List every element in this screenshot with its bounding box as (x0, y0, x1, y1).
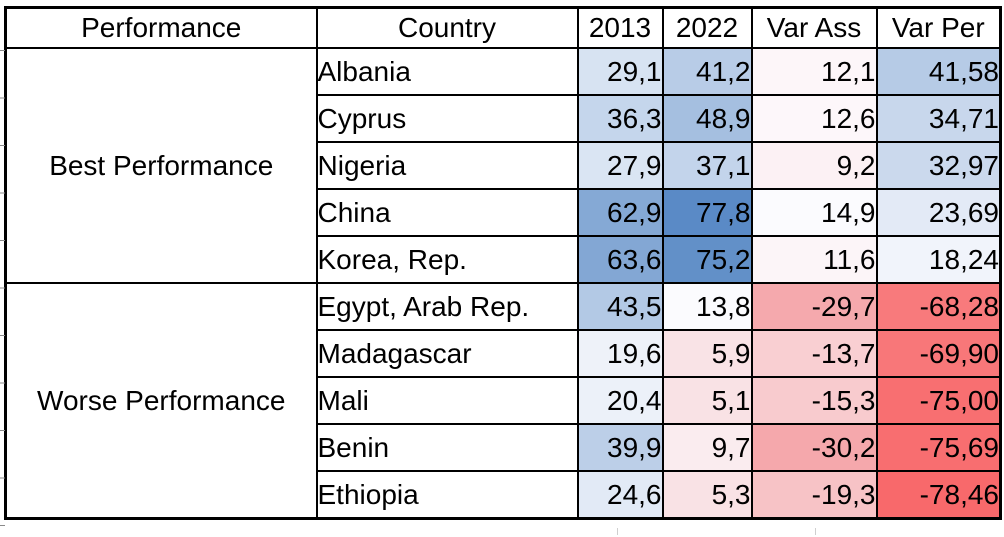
value-cell-var-per[interactable]: -69,90 (875, 329, 1002, 378)
value-cell-var-ass[interactable]: -15,3 (750, 376, 878, 425)
table-row: Benin 39,9 9,7 -30,2 -75,69 (6, 423, 1002, 472)
value-cell-var-ass[interactable]: 14,9 (750, 188, 878, 237)
value-cell-2013[interactable]: 19,6 (576, 329, 664, 378)
table-row: Ethiopia 24,6 5,3 -19,3 -78,46 (6, 470, 1002, 520)
value-cell-2013[interactable]: 24,6 (576, 470, 664, 520)
value-cell-var-ass[interactable]: 12,6 (750, 94, 878, 143)
gridline-stub-bottom (815, 528, 816, 535)
value-cell-2022[interactable]: 5,3 (661, 470, 753, 520)
table-row: China 62,9 77,8 14,9 23,69 (6, 188, 1002, 237)
value-cell-2013[interactable]: 62,9 (576, 188, 664, 237)
value-cell-2013[interactable]: 43,5 (576, 282, 664, 331)
performance-table: Performance Country 2013 2022 Var Ass Va… (4, 6, 1002, 520)
column-header-var-per[interactable]: Var Per (875, 6, 1002, 49)
value-cell-var-ass[interactable]: -30,2 (750, 423, 878, 472)
table-row: Madagascar 19,6 5,9 -13,7 -69,90 (6, 329, 1002, 378)
value-cell-2013[interactable]: 27,9 (576, 141, 664, 190)
table-row: Nigeria 27,9 37,1 9,2 32,97 (6, 141, 1002, 190)
value-cell-2022[interactable]: 37,1 (661, 141, 753, 190)
value-cell-var-ass[interactable]: 12,1 (750, 47, 878, 96)
country-cell[interactable]: Ethiopia (315, 470, 579, 520)
value-cell-var-ass[interactable]: -29,7 (750, 282, 878, 331)
value-cell-2022[interactable]: 48,9 (661, 94, 753, 143)
value-cell-2013[interactable]: 39,9 (576, 423, 664, 472)
value-cell-var-per[interactable]: 23,69 (875, 188, 1002, 237)
country-cell[interactable]: Mali (315, 376, 579, 425)
value-cell-2022[interactable]: 41,2 (661, 47, 753, 96)
column-header-2022[interactable]: 2022 (661, 6, 753, 49)
country-cell[interactable]: Albania (315, 47, 579, 96)
column-header-performance[interactable]: Performance (4, 6, 318, 49)
country-cell[interactable]: Nigeria (315, 141, 579, 190)
group-cell-best-performance[interactable]: Best Performance (4, 47, 318, 284)
country-cell[interactable]: Madagascar (315, 329, 579, 378)
value-cell-2022[interactable]: 5,9 (661, 329, 753, 378)
country-cell[interactable]: Benin (315, 423, 579, 472)
value-cell-2022[interactable]: 75,2 (661, 235, 753, 284)
value-cell-2013[interactable]: 36,3 (576, 94, 664, 143)
table-row: Mali 20,4 5,1 -15,3 -75,00 (6, 376, 1002, 425)
value-cell-var-per[interactable]: 32,97 (875, 141, 1002, 190)
value-cell-2013[interactable]: 63,6 (576, 235, 664, 284)
table-row: Cyprus 36,3 48,9 12,6 34,71 (6, 94, 1002, 143)
value-cell-2013[interactable]: 20,4 (576, 376, 664, 425)
value-cell-2022[interactable]: 9,7 (661, 423, 753, 472)
group-cell-worse-performance[interactable]: Worse Performance (4, 282, 318, 520)
column-header-2013[interactable]: 2013 (576, 6, 664, 49)
value-cell-2013[interactable]: 29,1 (576, 47, 664, 96)
country-cell[interactable]: China (315, 188, 579, 237)
table-row: Korea, Rep. 63,6 75,2 11,6 18,24 (6, 235, 1002, 284)
value-cell-var-per[interactable]: 41,58 (875, 47, 1002, 96)
gridline-stubs-left (0, 50, 5, 527)
value-cell-2022[interactable]: 77,8 (661, 188, 753, 237)
value-cell-var-per[interactable]: -78,46 (875, 470, 1002, 520)
value-cell-var-ass[interactable]: -19,3 (750, 470, 878, 520)
column-header-var-ass[interactable]: Var Ass (750, 6, 878, 49)
column-header-country[interactable]: Country (315, 6, 579, 49)
country-cell[interactable]: Egypt, Arab Rep. (315, 282, 579, 331)
value-cell-2022[interactable]: 13,8 (661, 282, 753, 331)
value-cell-2022[interactable]: 5,1 (661, 376, 753, 425)
value-cell-var-per[interactable]: 34,71 (875, 94, 1002, 143)
country-cell[interactable]: Korea, Rep. (315, 235, 579, 284)
value-cell-var-ass[interactable]: 11,6 (750, 235, 878, 284)
value-cell-var-per[interactable]: 18,24 (875, 235, 1002, 284)
table-row: Worse Performance Egypt, Arab Rep. 43,5 … (4, 282, 1002, 520)
value-cell-var-ass[interactable]: -13,7 (750, 329, 878, 378)
value-cell-var-per[interactable]: -75,00 (875, 376, 1002, 425)
gridline-stub-bottom (617, 528, 618, 535)
value-cell-var-per[interactable]: -75,69 (875, 423, 1002, 472)
value-cell-var-ass[interactable]: 9,2 (750, 141, 878, 190)
table-row: Best Performance Albania 29,1 41,2 12,1 … (4, 47, 1002, 284)
value-cell-var-per[interactable]: -68,28 (875, 282, 1002, 331)
header-row: Performance Country 2013 2022 Var Ass Va… (4, 6, 1002, 49)
country-cell[interactable]: Cyprus (315, 94, 579, 143)
